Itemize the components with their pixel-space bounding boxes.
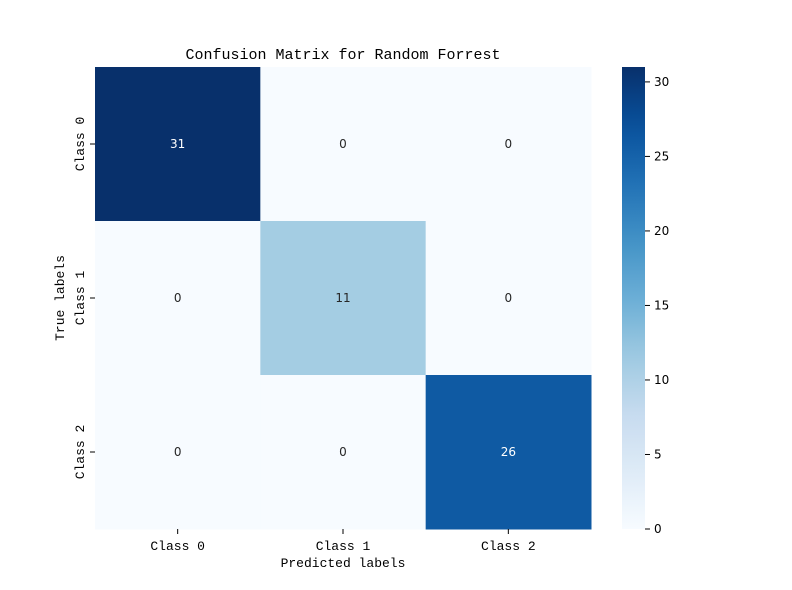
cell-value-r0-c0: 31 [170,137,185,151]
x-tick-label-2: Class 2 [481,539,536,554]
cell-value-r0-c1: 0 [339,137,347,151]
heatmap-cell-r1-c0 [95,221,261,376]
cell-value-r1-c0: 0 [174,291,182,305]
cell-value-r1-c1: 11 [335,291,350,305]
colorbar [622,67,645,529]
x-axis: Class 0 Class 1 Class 2 [150,529,536,554]
heatmap-cells [95,67,592,530]
chart-title: Confusion Matrix for Random Forrest [185,47,500,64]
colorbar-tick-label-6: 30 [654,75,669,89]
x-tick-label-0: Class 0 [150,539,205,554]
heatmap-cell-r2-c0 [95,375,261,530]
colorbar-tick-label-2: 10 [654,373,669,387]
y-axis: Class 0 Class 1 Class 2 [73,117,95,480]
cell-value-r2-c0: 0 [174,445,182,459]
cell-value-r0-c2: 0 [505,137,513,151]
y-tick-label-0: Class 0 [73,117,88,172]
cell-value-r2-c1: 0 [339,445,347,459]
y-tick-label-2: Class 2 [73,425,88,480]
x-axis-label: Predicted labels [281,556,406,571]
heatmap-cell-labels: 31 0 0 0 11 0 0 0 26 [170,137,516,459]
heatmap-cell-r0-c2 [425,67,592,222]
y-axis-label: True labels [53,255,68,341]
cell-value-r2-c2: 26 [501,445,516,459]
heatmap-cell-r1-c2 [425,221,592,376]
colorbar-ticks: 0 5 10 15 20 25 30 [645,75,669,536]
x-tick-label-1: Class 1 [316,539,371,554]
heatmap-cell-r2-c1 [260,375,427,530]
heatmap-cell-r2-c2 [425,375,592,530]
colorbar-tick-label-5: 25 [654,149,669,163]
colorbar-tick-label-3: 15 [654,298,669,312]
heatmap-cell-r1-c1 [260,221,427,376]
heatmap-cell-r0-c0 [95,67,261,222]
y-tick-label-1: Class 1 [73,270,88,325]
cell-value-r1-c2: 0 [505,291,513,305]
colorbar-tick-label-4: 20 [654,224,669,238]
colorbar-tick-label-0: 0 [654,522,662,536]
heatmap-cell-r0-c1 [260,67,427,222]
colorbar-tick-label-1: 5 [654,447,662,461]
